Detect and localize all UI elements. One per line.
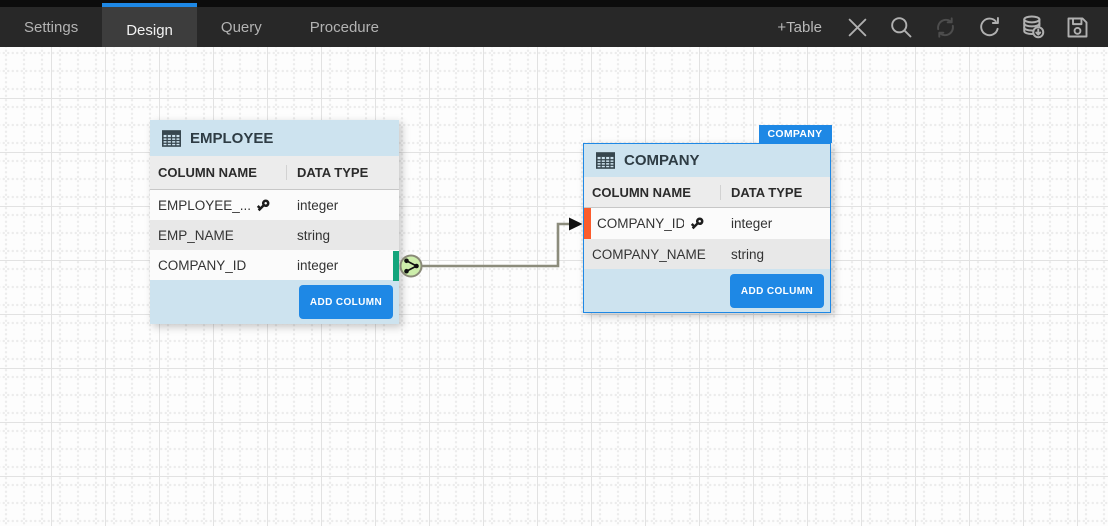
- column-type: integer: [731, 216, 773, 231]
- tab-design[interactable]: Design: [102, 3, 197, 47]
- col-header-name: COLUMN NAME: [584, 184, 721, 200]
- primary-key-icon: [256, 199, 270, 211]
- sync-icon: [930, 12, 960, 42]
- column-name: COMPANY_NAME: [592, 246, 706, 262]
- table-row[interactable]: EMPLOYEE_... integer: [150, 190, 399, 220]
- column-name: EMPLOYEE_...: [158, 197, 250, 213]
- connector-arrowhead: [569, 217, 583, 231]
- employee-column-headers: COLUMN NAME DATA TYPE: [150, 156, 399, 190]
- add-table-button[interactable]: +Table: [777, 18, 822, 36]
- database-export-icon[interactable]: [1018, 12, 1048, 42]
- column-type: string: [731, 246, 765, 262]
- entity-table-employee[interactable]: EMPLOYEE COLUMN NAME DATA TYPE EMPLOYEE_…: [150, 120, 399, 324]
- refresh-icon[interactable]: [974, 12, 1004, 42]
- relation-source-marker: [393, 251, 399, 281]
- col-header-type: DATA TYPE: [731, 184, 803, 200]
- top-navbar: Settings Design Query Procedure +Table: [0, 0, 1108, 47]
- employee-footer: ADD COLUMN: [150, 280, 399, 324]
- toolbar: +Table: [777, 0, 1108, 47]
- column-type: integer: [297, 257, 339, 273]
- column-type: integer: [297, 197, 339, 213]
- column-name: COMPANY_ID: [158, 257, 247, 273]
- col-header-name: COLUMN NAME: [150, 165, 287, 180]
- table-grid-icon: [162, 129, 181, 147]
- tab-procedure[interactable]: Procedure: [309, 18, 379, 36]
- relation-target-marker: [584, 208, 591, 239]
- table-title: EMPLOYEE: [190, 129, 274, 147]
- table-row[interactable]: COMPANY_ID integer: [150, 250, 399, 280]
- col-header-type: DATA TYPE: [297, 165, 369, 180]
- company-footer: ADD COLUMN: [584, 269, 830, 312]
- design-canvas[interactable]: EMPLOYEE COLUMN NAME DATA TYPE EMPLOYEE_…: [0, 47, 1108, 526]
- table-grid-icon: [596, 152, 615, 169]
- add-column-button[interactable]: ADD COLUMN: [730, 274, 824, 308]
- company-column-headers: COLUMN NAME DATA TYPE: [584, 177, 830, 208]
- tab-query[interactable]: Query: [220, 18, 262, 36]
- table-row[interactable]: EMP_NAME string: [150, 220, 399, 250]
- company-header[interactable]: COMPANY: [584, 144, 830, 177]
- connector-handle[interactable]: [400, 255, 422, 277]
- employee-header[interactable]: EMPLOYEE: [150, 120, 399, 156]
- tab-settings[interactable]: Settings: [24, 18, 79, 36]
- column-name: COMPANY_ID: [597, 216, 684, 231]
- column-name: EMP_NAME: [158, 227, 234, 243]
- selected-table-badge: COMPANY: [758, 124, 832, 143]
- add-column-button[interactable]: ADD COLUMN: [299, 285, 393, 319]
- save-icon[interactable]: [1062, 12, 1092, 42]
- table-row[interactable]: COMPANY_ID integer: [584, 208, 830, 239]
- close-icon[interactable]: [842, 12, 872, 42]
- table-title: COMPANY: [624, 152, 700, 169]
- nav-tabs: Settings Design Query Procedure: [0, 0, 403, 47]
- table-row[interactable]: COMPANY_NAME string: [584, 239, 830, 269]
- primary-key-icon: [690, 217, 704, 230]
- column-type: string: [297, 227, 331, 243]
- entity-table-company[interactable]: COMPANY COMPANY COLUMN NAME DATA TYPE CO…: [583, 124, 832, 313]
- search-icon[interactable]: [886, 12, 916, 42]
